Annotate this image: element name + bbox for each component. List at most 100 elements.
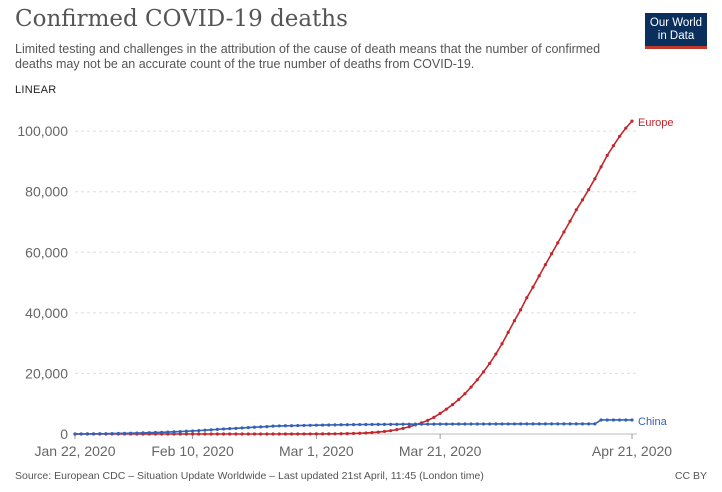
data-point-europe (345, 431, 349, 436)
data-point-europe (444, 407, 448, 411)
data-point-europe (333, 432, 337, 436)
data-point-china (221, 427, 226, 431)
data-point-china (475, 422, 479, 426)
data-point-china (549, 422, 554, 426)
data-point-china (537, 422, 541, 426)
data-point-china (129, 431, 133, 435)
source-note: Source: European CDC – Situation Update … (15, 470, 484, 482)
data-point-europe (537, 274, 541, 278)
y-tick-label: 0 (60, 426, 68, 442)
data-point-china (419, 422, 424, 426)
data-point-europe (426, 418, 430, 422)
data-point-china (358, 422, 362, 427)
data-point-china (85, 432, 89, 436)
data-point-china (91, 432, 96, 436)
x-tick-label: Mar 1, 2020 (279, 443, 354, 459)
data-point-china (500, 422, 504, 426)
scale-toggle[interactable]: LINEAR (15, 84, 57, 96)
data-point-europe (593, 177, 597, 181)
data-point-china (104, 432, 108, 436)
data-point-europe (407, 425, 411, 429)
data-point-china (519, 422, 523, 426)
data-point-europe (259, 432, 263, 436)
data-point-europe (389, 429, 393, 433)
data-point-europe (240, 432, 244, 436)
logo-line-1: Our World (649, 17, 703, 29)
data-point-china (333, 423, 337, 427)
data-point-china (228, 427, 232, 431)
data-point-china (116, 431, 120, 436)
data-point-europe (215, 432, 219, 436)
chart-subtitle: Limited testing and challenges in the at… (15, 42, 601, 71)
data-point-europe (283, 432, 288, 436)
data-point-china (426, 422, 430, 426)
data-point-china (457, 422, 461, 426)
data-point-china (389, 422, 393, 426)
data-point-china (98, 432, 102, 436)
data-point-china (599, 418, 603, 422)
data-point-europe (401, 426, 405, 430)
data-point-europe (302, 432, 306, 436)
data-point-china (122, 431, 127, 435)
data-point-europe (277, 432, 281, 436)
data-point-china (197, 429, 201, 433)
data-point-europe (475, 378, 479, 382)
data-point-europe (494, 352, 498, 356)
data-point-china (296, 423, 300, 428)
data-point-china (494, 422, 498, 426)
data-point-china (166, 430, 170, 434)
data-point-china (302, 423, 306, 428)
data-point-europe (395, 428, 399, 432)
logo-line-2: in Data (657, 30, 695, 42)
data-point-europe (580, 198, 585, 202)
line-chart: 0 20,000 40,000 60,000 80,000 100,000 Jan 22, … (17, 117, 673, 459)
data-point-europe (531, 285, 535, 289)
data-point-china (543, 422, 547, 426)
data-point-china (265, 425, 269, 429)
data-point-china (593, 422, 597, 426)
series-label-china: China (638, 416, 668, 428)
data-point-europe (525, 296, 529, 300)
data-point-china (580, 422, 585, 426)
data-point-china (401, 422, 405, 426)
data-point-china (190, 429, 195, 433)
data-point-europe (358, 431, 362, 435)
data-point-china (283, 424, 288, 428)
data-point-europe (587, 187, 591, 192)
data-point-europe (457, 397, 461, 402)
data-point-europe (630, 119, 634, 123)
data-point-europe (339, 432, 343, 436)
data-point-china (618, 418, 622, 422)
data-point-china (345, 423, 349, 427)
data-point-europe (184, 432, 188, 436)
data-point-china (73, 432, 77, 436)
x-tick-label: Jan 22, 2020 (35, 443, 116, 459)
data-point-europe (320, 432, 325, 436)
data-point-europe (271, 432, 275, 436)
data-point-europe (351, 431, 356, 436)
data-point-europe (190, 432, 195, 436)
data-point-china (290, 424, 294, 428)
data-point-europe (252, 432, 257, 436)
owid-logo[interactable]: Our World in Data (645, 13, 707, 49)
data-point-china (320, 423, 325, 427)
data-point-europe (327, 432, 331, 436)
data-point-europe (556, 241, 560, 245)
data-point-europe (481, 370, 486, 374)
data-point-china (574, 422, 578, 426)
data-point-china (240, 426, 244, 430)
data-point-china (160, 430, 164, 434)
data-point-europe (234, 432, 238, 436)
license-label[interactable]: CC BY (674, 470, 707, 482)
x-tick-label: Apr 21, 2020 (592, 443, 672, 459)
chart-title: Confirmed COVID-19 deaths (15, 6, 348, 32)
data-point-china (147, 431, 151, 435)
data-point-china (587, 422, 591, 426)
data-point-china (79, 432, 83, 436)
data-point-china (469, 422, 473, 426)
x-tick-label: Feb 10, 2020 (151, 443, 234, 459)
data-point-china (382, 422, 387, 426)
series-label-europe: Europe (638, 117, 673, 129)
data-point-europe (382, 429, 387, 434)
data-point-china (506, 422, 510, 426)
